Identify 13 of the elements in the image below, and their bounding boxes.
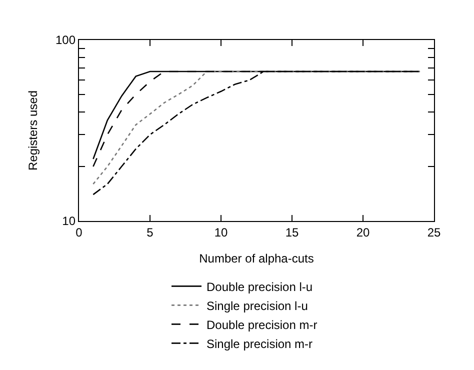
legend-label: Double precision m-r xyxy=(206,318,318,332)
legend-label: Single precision l-u xyxy=(206,298,308,313)
legend-label: Single precision m-r xyxy=(206,336,313,351)
legend-label: Double precision l-u xyxy=(206,280,313,294)
x-tick-label: 20 xyxy=(356,226,370,240)
x-axis-title: Number of alpha-cuts xyxy=(199,251,314,266)
y-axis-title: Registers used xyxy=(26,90,40,171)
x-tick-label: 15 xyxy=(285,226,299,240)
x-tick-label: 25 xyxy=(427,226,441,240)
y-tick-label: 100 xyxy=(55,33,76,48)
x-tick-label: 5 xyxy=(146,226,154,240)
x-tick-label: 10 xyxy=(214,226,228,240)
x-tick-label: 0 xyxy=(76,226,83,240)
